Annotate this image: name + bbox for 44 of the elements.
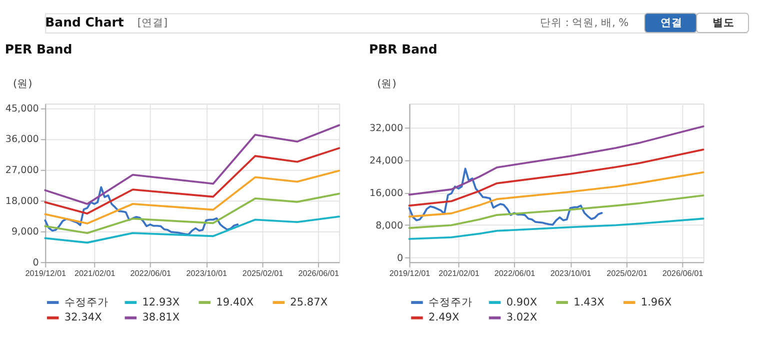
line-series xyxy=(44,192,340,234)
line-series xyxy=(408,218,704,240)
text: Band Chart xyxy=(45,14,124,30)
text: 단위 : 억원, 배, % xyxy=(540,16,629,29)
legend-label: 수정주가 xyxy=(64,296,108,308)
y-tick-label: 18,000 xyxy=(5,196,39,207)
y-tick-label: 45,000 xyxy=(5,103,39,114)
line-series xyxy=(44,216,340,244)
line-series xyxy=(408,171,704,218)
line-series xyxy=(408,168,603,226)
line-series xyxy=(44,170,340,224)
legend-label: 38.81X xyxy=(142,312,180,324)
legend-label: 25.87X xyxy=(290,296,328,308)
legend-label: 1.43X xyxy=(574,296,604,308)
line-series xyxy=(408,194,704,229)
text: 별도 xyxy=(712,16,734,29)
y-axis-title: (원) xyxy=(12,78,32,90)
legend-label: 1.96X xyxy=(640,296,672,308)
legend-label: 3.02X xyxy=(506,312,538,324)
y-tick-label: 32,000 xyxy=(369,122,404,134)
y-tick-label: 9,000 xyxy=(11,226,39,238)
y-tick-label: 24,000 xyxy=(369,155,404,166)
text: 연결 xyxy=(660,16,683,29)
y-tick-label: 16,000 xyxy=(369,188,404,199)
y-tick-label: 0 xyxy=(396,253,404,264)
legend-label: 수정주가 xyxy=(428,296,473,308)
y-tick-label: 8,000 xyxy=(376,220,404,232)
legend-label: 32.34X xyxy=(64,312,102,324)
y-axis-title: (원) xyxy=(377,78,396,90)
y-tick-label: 0 xyxy=(32,258,39,269)
chart-title: PBR Band xyxy=(368,42,438,57)
chart-title: PER Band xyxy=(4,42,72,57)
legend-label: 2.49X xyxy=(428,312,460,324)
legend-label: 12.93X xyxy=(142,296,180,308)
legend-label: 0.90X xyxy=(506,296,538,308)
line-series xyxy=(44,147,340,214)
line-series xyxy=(408,125,704,196)
line-series xyxy=(408,148,704,207)
y-tick-label: 27,000 xyxy=(5,165,39,176)
legend-label: 19.40X xyxy=(216,296,254,308)
text: [연결] xyxy=(137,16,168,29)
line-series xyxy=(44,124,340,205)
line-series xyxy=(44,186,239,236)
y-tick-label: 36,000 xyxy=(5,134,39,146)
